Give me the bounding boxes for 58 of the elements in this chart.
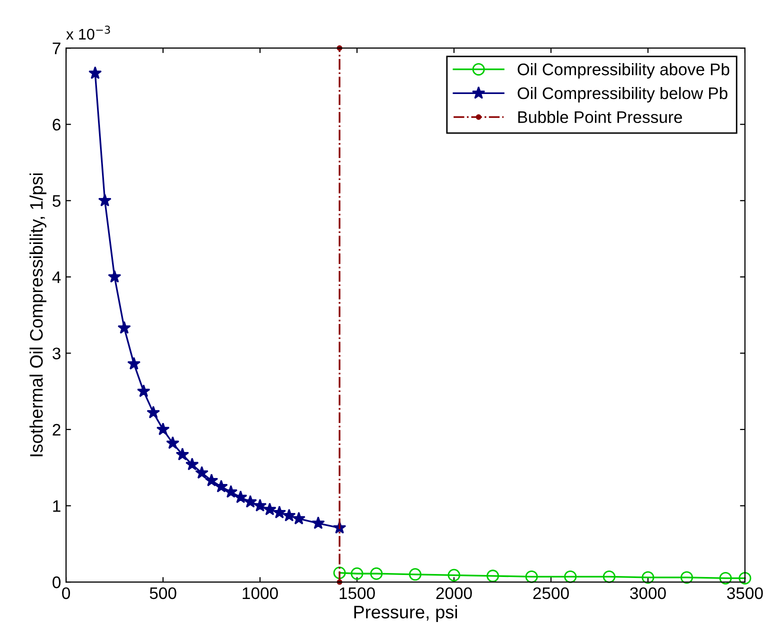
x-tick-label: 500 <box>150 587 176 600</box>
point <box>282 508 296 522</box>
point <box>224 485 238 498</box>
x-tick-label: 1500 <box>340 587 375 600</box>
y-tick-label: 4 <box>52 271 61 283</box>
point <box>408 568 422 581</box>
y-axis-title: Isothermal Oil Compressibility, 1/psi <box>30 173 46 456</box>
x-tick-label: 3500 <box>727 587 763 600</box>
point <box>602 570 616 583</box>
y-tick-label: 5 <box>52 195 60 207</box>
x-axis-title: Pressure, psi <box>354 605 457 622</box>
y-tick-label: 7 <box>52 42 60 54</box>
point <box>108 270 122 283</box>
point <box>127 356 141 370</box>
x-tick-label: 2500 <box>533 587 569 600</box>
point <box>185 458 199 470</box>
point <box>98 194 112 206</box>
y-tick-label: 1 <box>53 500 60 512</box>
point <box>486 570 500 582</box>
point <box>253 498 267 512</box>
legend-label: Oil Compressibility below Pb <box>518 86 728 102</box>
point <box>214 480 228 492</box>
y-tick-label: 2 <box>52 424 60 436</box>
point <box>370 567 383 580</box>
point <box>195 466 208 479</box>
text: x 10$^{−3}$ <box>66 26 110 40</box>
point <box>564 570 577 583</box>
point <box>272 506 286 518</box>
legend-label: Oil Compressibility above Pb <box>518 63 730 79</box>
point <box>738 572 752 584</box>
point <box>312 516 325 530</box>
legend-label: Bubble Point Pressure <box>518 110 682 124</box>
point <box>204 474 218 486</box>
point <box>156 422 170 436</box>
point <box>263 502 276 516</box>
x-tick-label: 3000 <box>630 587 666 600</box>
point <box>88 66 102 79</box>
point <box>448 568 460 582</box>
x-tick-label: 2000 <box>436 587 472 600</box>
point <box>166 436 180 449</box>
point <box>680 571 694 584</box>
point <box>350 567 364 580</box>
y-tick-label: 3 <box>52 348 60 360</box>
y-tick-label: 0 <box>52 576 61 588</box>
point <box>292 512 306 524</box>
point <box>642 571 654 584</box>
point <box>137 384 150 398</box>
x-tick-label: 0 <box>62 587 70 600</box>
point <box>333 566 346 580</box>
point <box>176 448 190 460</box>
point <box>244 494 257 508</box>
point <box>525 570 538 583</box>
point <box>234 490 248 504</box>
y-tick-label: 6 <box>52 118 60 131</box>
point <box>719 572 732 584</box>
x-tick-label: 1000 <box>242 587 278 600</box>
point <box>118 321 131 334</box>
point <box>146 406 160 418</box>
